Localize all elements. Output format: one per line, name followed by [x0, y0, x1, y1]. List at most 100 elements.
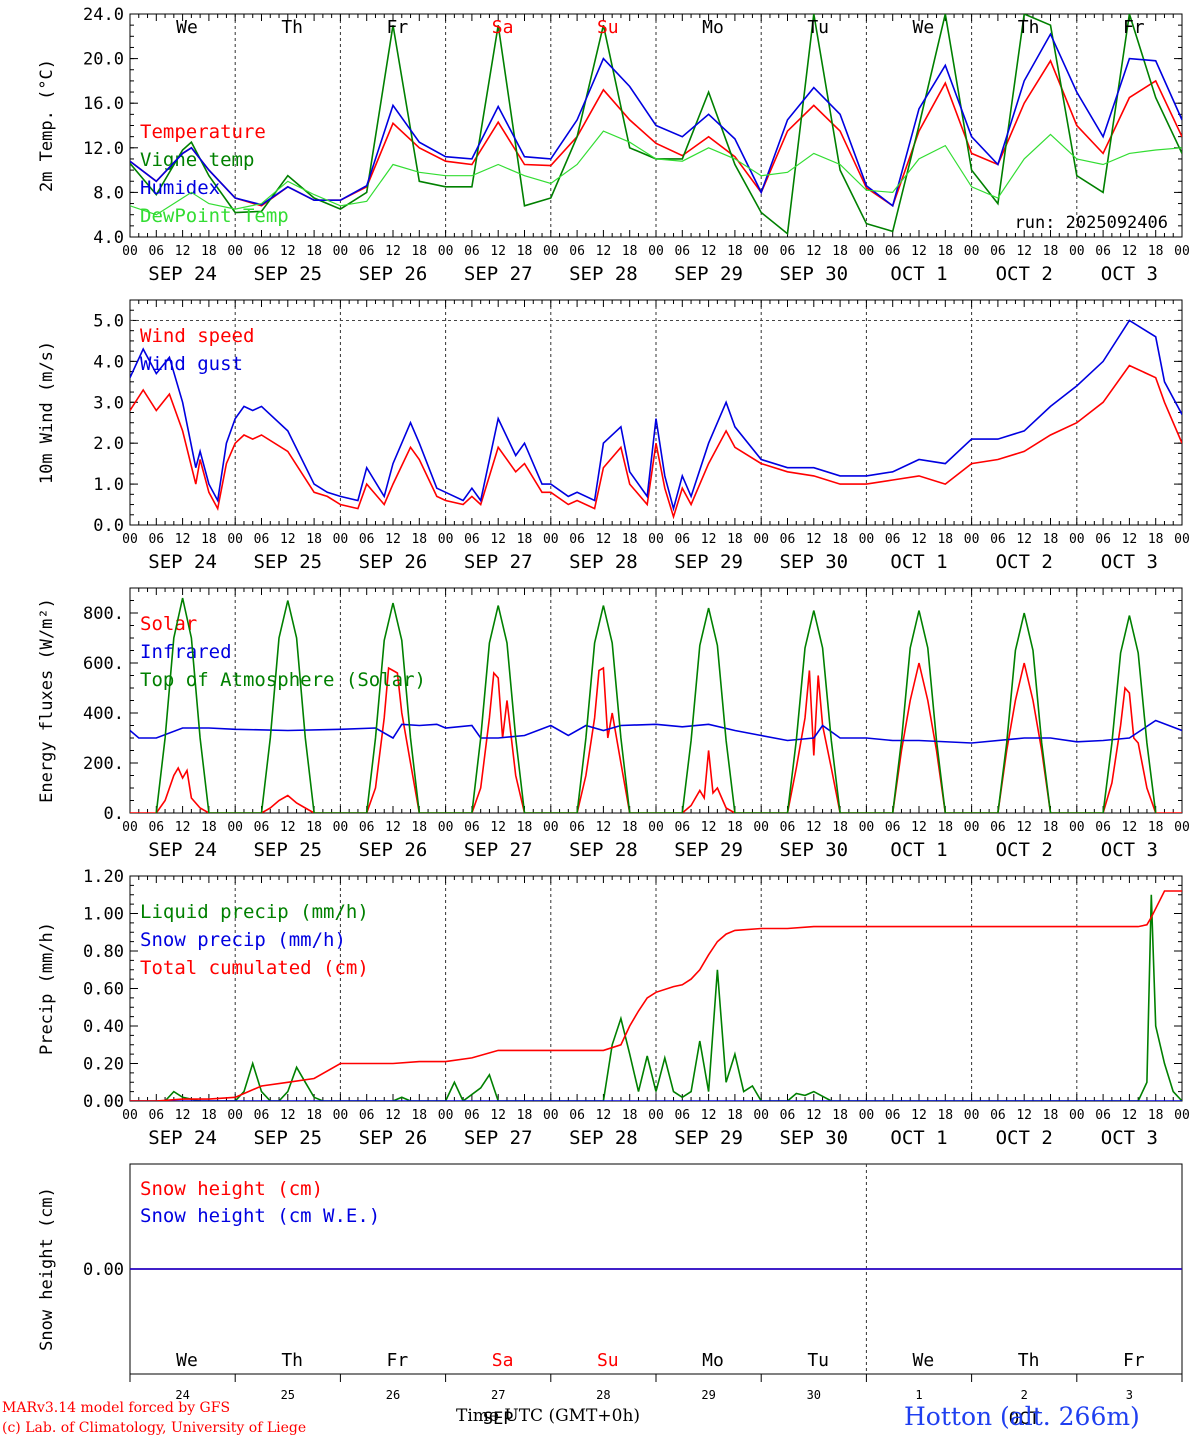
hour-label: 06: [359, 1108, 375, 1123]
legend-entry: Top of Atmosphere (Solar): [140, 669, 426, 691]
day-label: SEP 28: [569, 839, 638, 861]
hour-label: 06: [885, 820, 901, 835]
series-line-top-of-atmosphere-solar: [155, 597, 1157, 813]
legend-entry: Snow precip (mm/h): [140, 929, 346, 951]
hour-label: 00: [964, 1108, 980, 1123]
hour-label: 18: [411, 244, 427, 259]
hour-label: 06: [885, 1108, 901, 1123]
hour-label: 00: [1174, 244, 1190, 259]
weekday-label: We: [913, 17, 935, 38]
weekday-label: Th: [281, 17, 303, 38]
hour-label: 00: [543, 1108, 559, 1123]
y-tick-label: 0.80: [83, 942, 124, 962]
hour-label: 00: [438, 532, 454, 547]
hour-label: 12: [175, 1108, 191, 1123]
day-label: SEP 29: [674, 551, 743, 573]
hour-label: 12: [596, 820, 612, 835]
hour-label: 18: [727, 532, 743, 547]
day-number: 24: [175, 1388, 189, 1402]
hour-label: 12: [385, 532, 401, 547]
day-label: SEP 28: [569, 263, 638, 285]
month-label: OCT: [1009, 1409, 1040, 1429]
day-label: SEP 30: [779, 551, 848, 573]
hour-label: 18: [937, 244, 953, 259]
hour-label: 12: [1122, 1108, 1138, 1123]
hour-label: 00: [648, 244, 664, 259]
weekday-label: Mo: [702, 17, 724, 38]
weekday-label: Sa: [492, 17, 514, 38]
weekday-label: We: [176, 1350, 198, 1371]
hour-label: 00: [1174, 1108, 1190, 1123]
weekday-label: Th: [1018, 1350, 1040, 1371]
y-tick-label: 0.0: [93, 516, 124, 536]
hour-label: 18: [411, 820, 427, 835]
hour-label: 18: [306, 1108, 322, 1123]
hour-label: 06: [1095, 532, 1111, 547]
series-line-total-cumulated-cm: [130, 890, 1182, 1101]
day-label: OCT 3: [1101, 1127, 1158, 1149]
day-label: OCT 3: [1101, 839, 1158, 861]
day-label: SEP 26: [359, 1127, 428, 1149]
hour-label: 00: [122, 532, 138, 547]
day-label: SEP 30: [779, 1127, 848, 1149]
hour-label: 18: [937, 532, 953, 547]
hour-label: 12: [806, 820, 822, 835]
hour-label: 12: [701, 1108, 717, 1123]
day-label: OCT 3: [1101, 263, 1158, 285]
hour-label: 00: [438, 1108, 454, 1123]
day-number: 28: [596, 1388, 610, 1402]
hour-label: 18: [411, 1108, 427, 1123]
hour-label: 12: [701, 244, 717, 259]
hour-label: 12: [385, 820, 401, 835]
hour-label: 12: [280, 820, 296, 835]
legend-entry: Solar: [140, 613, 197, 635]
day-label: SEP 27: [464, 551, 533, 573]
y-tick-label: 0.60: [83, 980, 124, 1000]
day-label: SEP 29: [674, 263, 743, 285]
hour-label: 06: [674, 244, 690, 259]
day-number: 2: [1021, 1388, 1028, 1402]
hour-label: 12: [280, 532, 296, 547]
hour-label: 18: [306, 244, 322, 259]
hour-label: 12: [490, 532, 506, 547]
legend-entry: DewPoint Temp: [140, 205, 289, 227]
hour-label: 12: [1016, 820, 1032, 835]
hour-label: 00: [438, 244, 454, 259]
hour-label: 18: [622, 532, 638, 547]
y-tick-label: 0.00: [83, 1260, 124, 1280]
hour-label: 18: [727, 820, 743, 835]
day-label: SEP 26: [359, 839, 428, 861]
hour-label: 18: [1148, 532, 1164, 547]
hour-label: 12: [1122, 820, 1138, 835]
panel-4: 0.00 0.20 0.40 0.60 0.80 1.00 1.20 Precip (mm/h…: [37, 867, 1190, 1149]
weekday-label: Tu: [807, 1350, 829, 1371]
y-tick-label: 5.0: [93, 311, 124, 331]
hour-label: 06: [780, 244, 796, 259]
weekday-label: Su: [597, 17, 619, 38]
weekday-label: Fr: [1123, 1350, 1145, 1371]
hour-label: 12: [490, 1108, 506, 1123]
hour-label: 12: [175, 244, 191, 259]
day-label: SEP 29: [674, 839, 743, 861]
legend-entry: Vigne temp: [140, 149, 254, 171]
hour-label: 18: [727, 1108, 743, 1123]
hour-label: 18: [1043, 244, 1059, 259]
hour-label: 06: [1095, 1108, 1111, 1123]
day-label: OCT 1: [890, 263, 947, 285]
day-label: SEP 26: [359, 551, 428, 573]
hour-label: 06: [359, 820, 375, 835]
y-axis-label: Snow height (cm): [37, 1187, 57, 1351]
legend-entry: Temperature: [140, 121, 266, 143]
hour-label: 06: [254, 820, 270, 835]
hour-label: 00: [859, 532, 875, 547]
hour-label: 06: [148, 1108, 164, 1123]
weekday-label: We: [913, 1350, 935, 1371]
y-tick-label: 12.0: [83, 139, 124, 159]
hour-label: 06: [990, 244, 1006, 259]
y-axis-label: 2m Temp. (°C): [37, 59, 57, 192]
day-number: 27: [491, 1388, 505, 1402]
legend-entry: Humidex: [140, 177, 220, 199]
hour-label: 18: [1148, 820, 1164, 835]
y-tick-label: 3.0: [93, 393, 124, 413]
